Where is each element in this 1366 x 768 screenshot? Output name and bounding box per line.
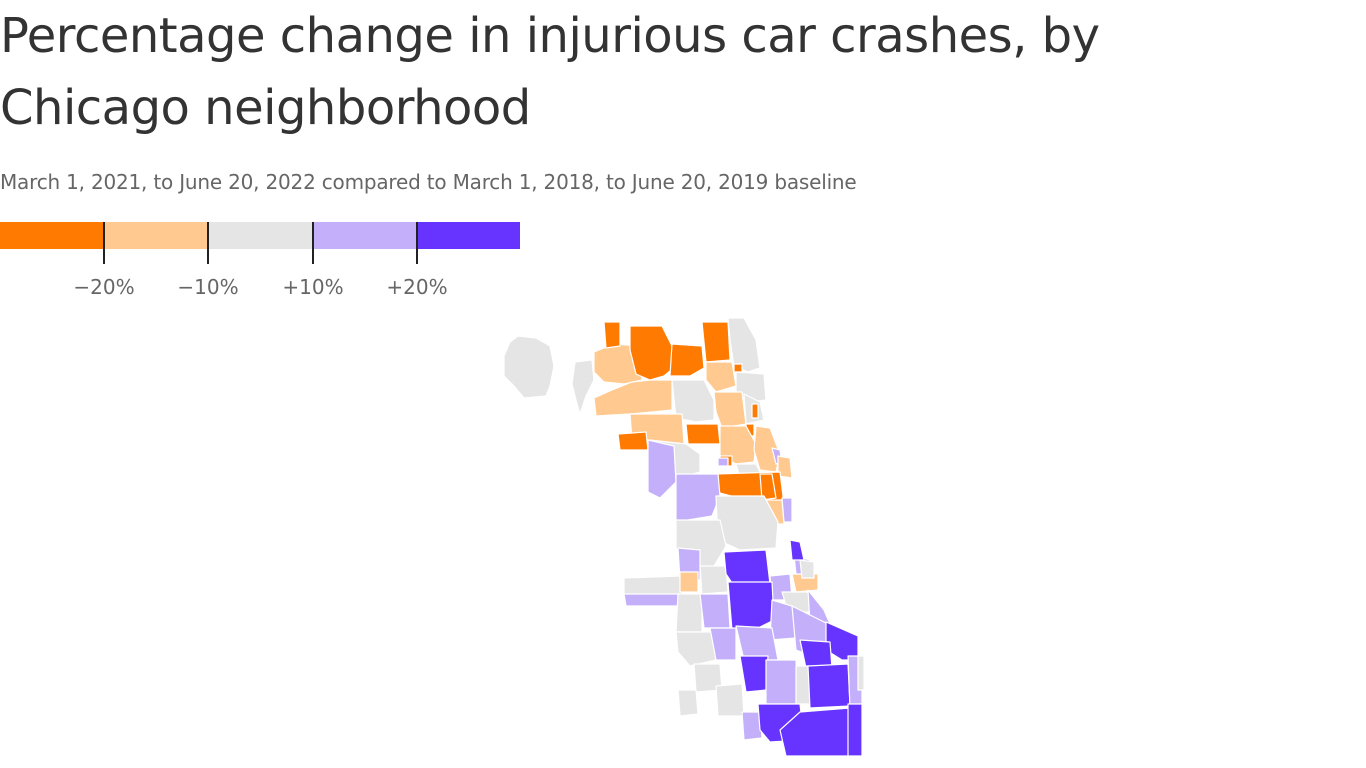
neighborhood-region xyxy=(709,627,737,661)
neighborhood-region xyxy=(789,539,805,561)
legend-label-plus-20: +20% xyxy=(386,275,448,299)
legend-swatch-strong-decrease xyxy=(0,222,104,249)
neighborhood-region xyxy=(807,663,851,709)
neighborhood-region xyxy=(603,321,621,349)
neighborhood-region xyxy=(677,689,699,717)
neighborhood-region xyxy=(699,593,731,629)
neighborhood-region xyxy=(765,659,799,705)
legend-label-minus-20: −20% xyxy=(73,275,135,299)
neighborhood-region xyxy=(593,379,673,417)
neighborhood-region xyxy=(629,325,677,381)
neighborhood-region xyxy=(727,317,761,373)
neighborhood-region xyxy=(777,455,793,479)
neighborhood-region xyxy=(799,559,815,579)
legend-tick xyxy=(312,222,314,264)
map-svg xyxy=(503,317,865,757)
legend-label-plus-10: +10% xyxy=(282,275,344,299)
neighborhood-region xyxy=(847,703,863,757)
legend-swatch-increase xyxy=(312,222,416,249)
map-title: Percentage change in injurious car crash… xyxy=(0,8,1100,136)
neighborhood-region xyxy=(675,473,721,523)
neighborhood-region xyxy=(713,391,747,429)
neighborhood-region xyxy=(741,711,763,741)
legend-tick xyxy=(207,222,209,264)
neighborhood-region xyxy=(751,403,759,419)
color-legend: −20% −10% +10% +20% xyxy=(0,222,520,302)
neighborhood-region xyxy=(723,549,771,587)
neighborhood-region xyxy=(727,581,775,631)
neighborhood-region xyxy=(669,343,705,377)
legend-tick xyxy=(103,222,105,264)
neighborhood-region xyxy=(735,625,779,661)
neighborhood-region xyxy=(699,565,729,595)
legend-swatch-little-change xyxy=(208,222,312,249)
neighborhood-region xyxy=(503,335,555,399)
neighborhood-region xyxy=(739,655,769,693)
neighborhood-region xyxy=(717,457,729,467)
neighborhood-region xyxy=(733,363,743,373)
neighborhood-region xyxy=(675,631,717,667)
neighborhood-region xyxy=(781,497,793,523)
legend-tick xyxy=(416,222,418,264)
neighborhood-region xyxy=(715,683,745,717)
neighborhood-region xyxy=(799,639,833,669)
neighborhood-region xyxy=(647,439,677,499)
neighborhood-region xyxy=(679,571,699,593)
legend-bar xyxy=(0,222,520,249)
neighborhood-region xyxy=(685,423,721,445)
neighborhood-region xyxy=(857,655,865,691)
legend-swatch-strong-increase xyxy=(416,222,520,249)
neighborhood-region xyxy=(759,473,777,501)
neighborhood-region xyxy=(623,593,683,607)
legend-swatch-decrease xyxy=(104,222,208,249)
chicago-neighborhood-map xyxy=(500,316,866,760)
neighborhood-region xyxy=(705,361,737,393)
neighborhood-region xyxy=(701,321,731,363)
neighborhood-region xyxy=(675,593,703,633)
legend-label-minus-10: −10% xyxy=(177,275,239,299)
map-subtitle: March 1, 2021, to June 20, 2022 compared… xyxy=(0,170,857,194)
neighborhood-region xyxy=(617,431,649,451)
neighborhood-region xyxy=(571,359,595,415)
